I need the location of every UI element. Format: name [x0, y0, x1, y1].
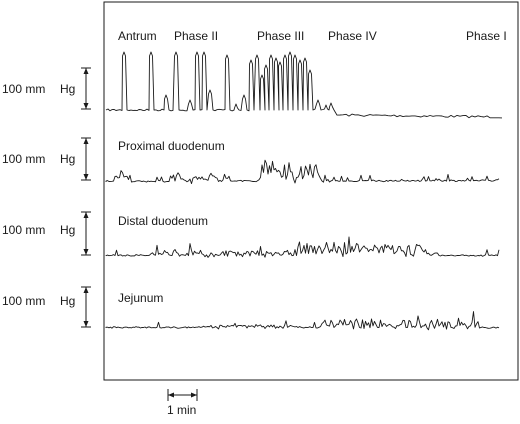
- scale-value: 100 mm: [2, 223, 45, 237]
- channel-label-proximal-duodenum: Proximal duodenum: [118, 139, 225, 153]
- trace-jejunum: [105, 311, 500, 331]
- scale-value: 100 mm: [2, 152, 45, 166]
- phase-label-phase-i: Phase I: [466, 29, 507, 43]
- trace-proximal-duodenum: [105, 159, 500, 185]
- trace-distal-duodenum: [105, 236, 500, 258]
- time-scale-bar: 1 min: [167, 389, 198, 417]
- phase-label-phase-ii: Phase II: [174, 29, 218, 43]
- channel-label-jejunum: Jejunum: [118, 291, 163, 305]
- scale-value: 100 mm: [2, 294, 45, 308]
- scale-value: 100 mm: [2, 82, 45, 96]
- plot-frame: [103, 1, 519, 381]
- channel-label-distal-duodenum: Distal duodenum: [118, 214, 208, 228]
- scale-unit: Hg: [60, 223, 75, 237]
- phase-label-phase-iv: Phase IV: [328, 29, 377, 43]
- phase-label-antrum: Antrum: [118, 29, 157, 43]
- scale-bar-antrum: 100 mm Hg: [2, 67, 91, 110]
- time-scale-label: 1 min: [167, 403, 196, 417]
- scale-bar-distal-duodenum: 100 mm Hg: [2, 211, 91, 256]
- scale-unit: Hg: [60, 82, 75, 96]
- trace-antrum: [105, 51, 503, 119]
- scale-unit: Hg: [60, 152, 75, 166]
- scale-bar-proximal-duodenum: 100 mm Hg: [2, 137, 91, 181]
- scale-bar-jejunum: 100 mm Hg: [2, 286, 91, 328]
- phase-label-phase-iii: Phase III: [257, 29, 304, 43]
- scale-unit: Hg: [60, 294, 75, 308]
